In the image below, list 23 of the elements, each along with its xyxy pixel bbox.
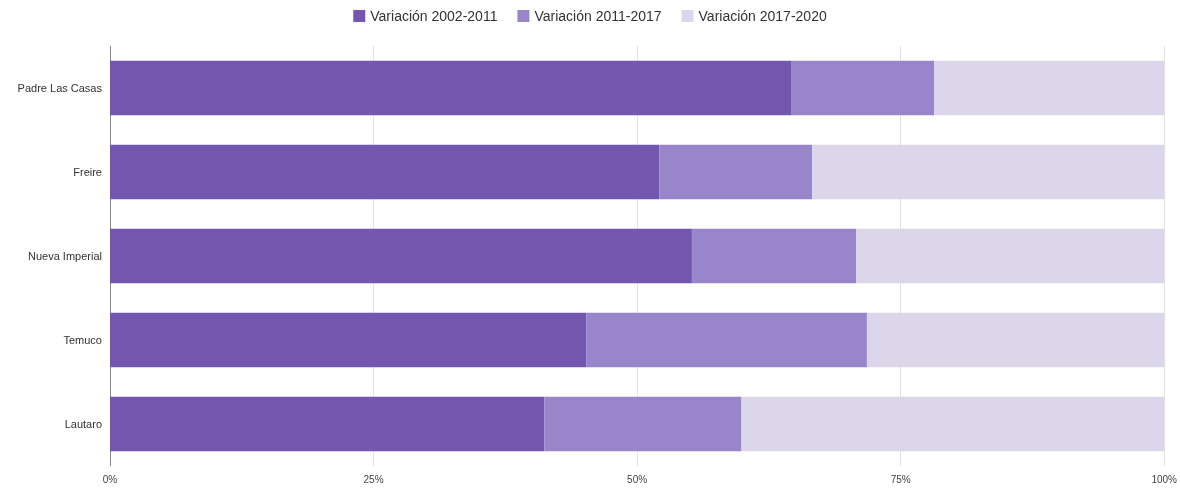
x-tick-label: 25% [363,473,384,485]
bar [791,60,935,116]
legend-label: Variación 2011-2017 [534,8,662,24]
bar [110,396,545,452]
legend-label: Variación 2017-2020 [698,8,827,24]
bar [691,228,857,284]
bar [659,144,813,200]
bar [586,312,867,368]
x-tick-label: 50% [627,473,648,485]
bar [544,396,742,452]
bar [110,60,792,116]
x-tick-label: 100% [1151,473,1178,485]
legend-label: Variación 2002-2011 [370,8,498,24]
bar [110,312,587,368]
y-tick-label: Nueva Imperial [28,250,102,262]
x-tick-label: 75% [890,473,911,485]
y-tick-label: Temuco [63,334,102,346]
x-tick-label: 0% [102,473,118,485]
y-tick-label: Freire [73,166,102,178]
bar [110,228,692,284]
bar [110,144,660,200]
y-tick-label: Lautaro [64,418,102,430]
y-tick-label: Padre Las Casas [17,82,103,94]
